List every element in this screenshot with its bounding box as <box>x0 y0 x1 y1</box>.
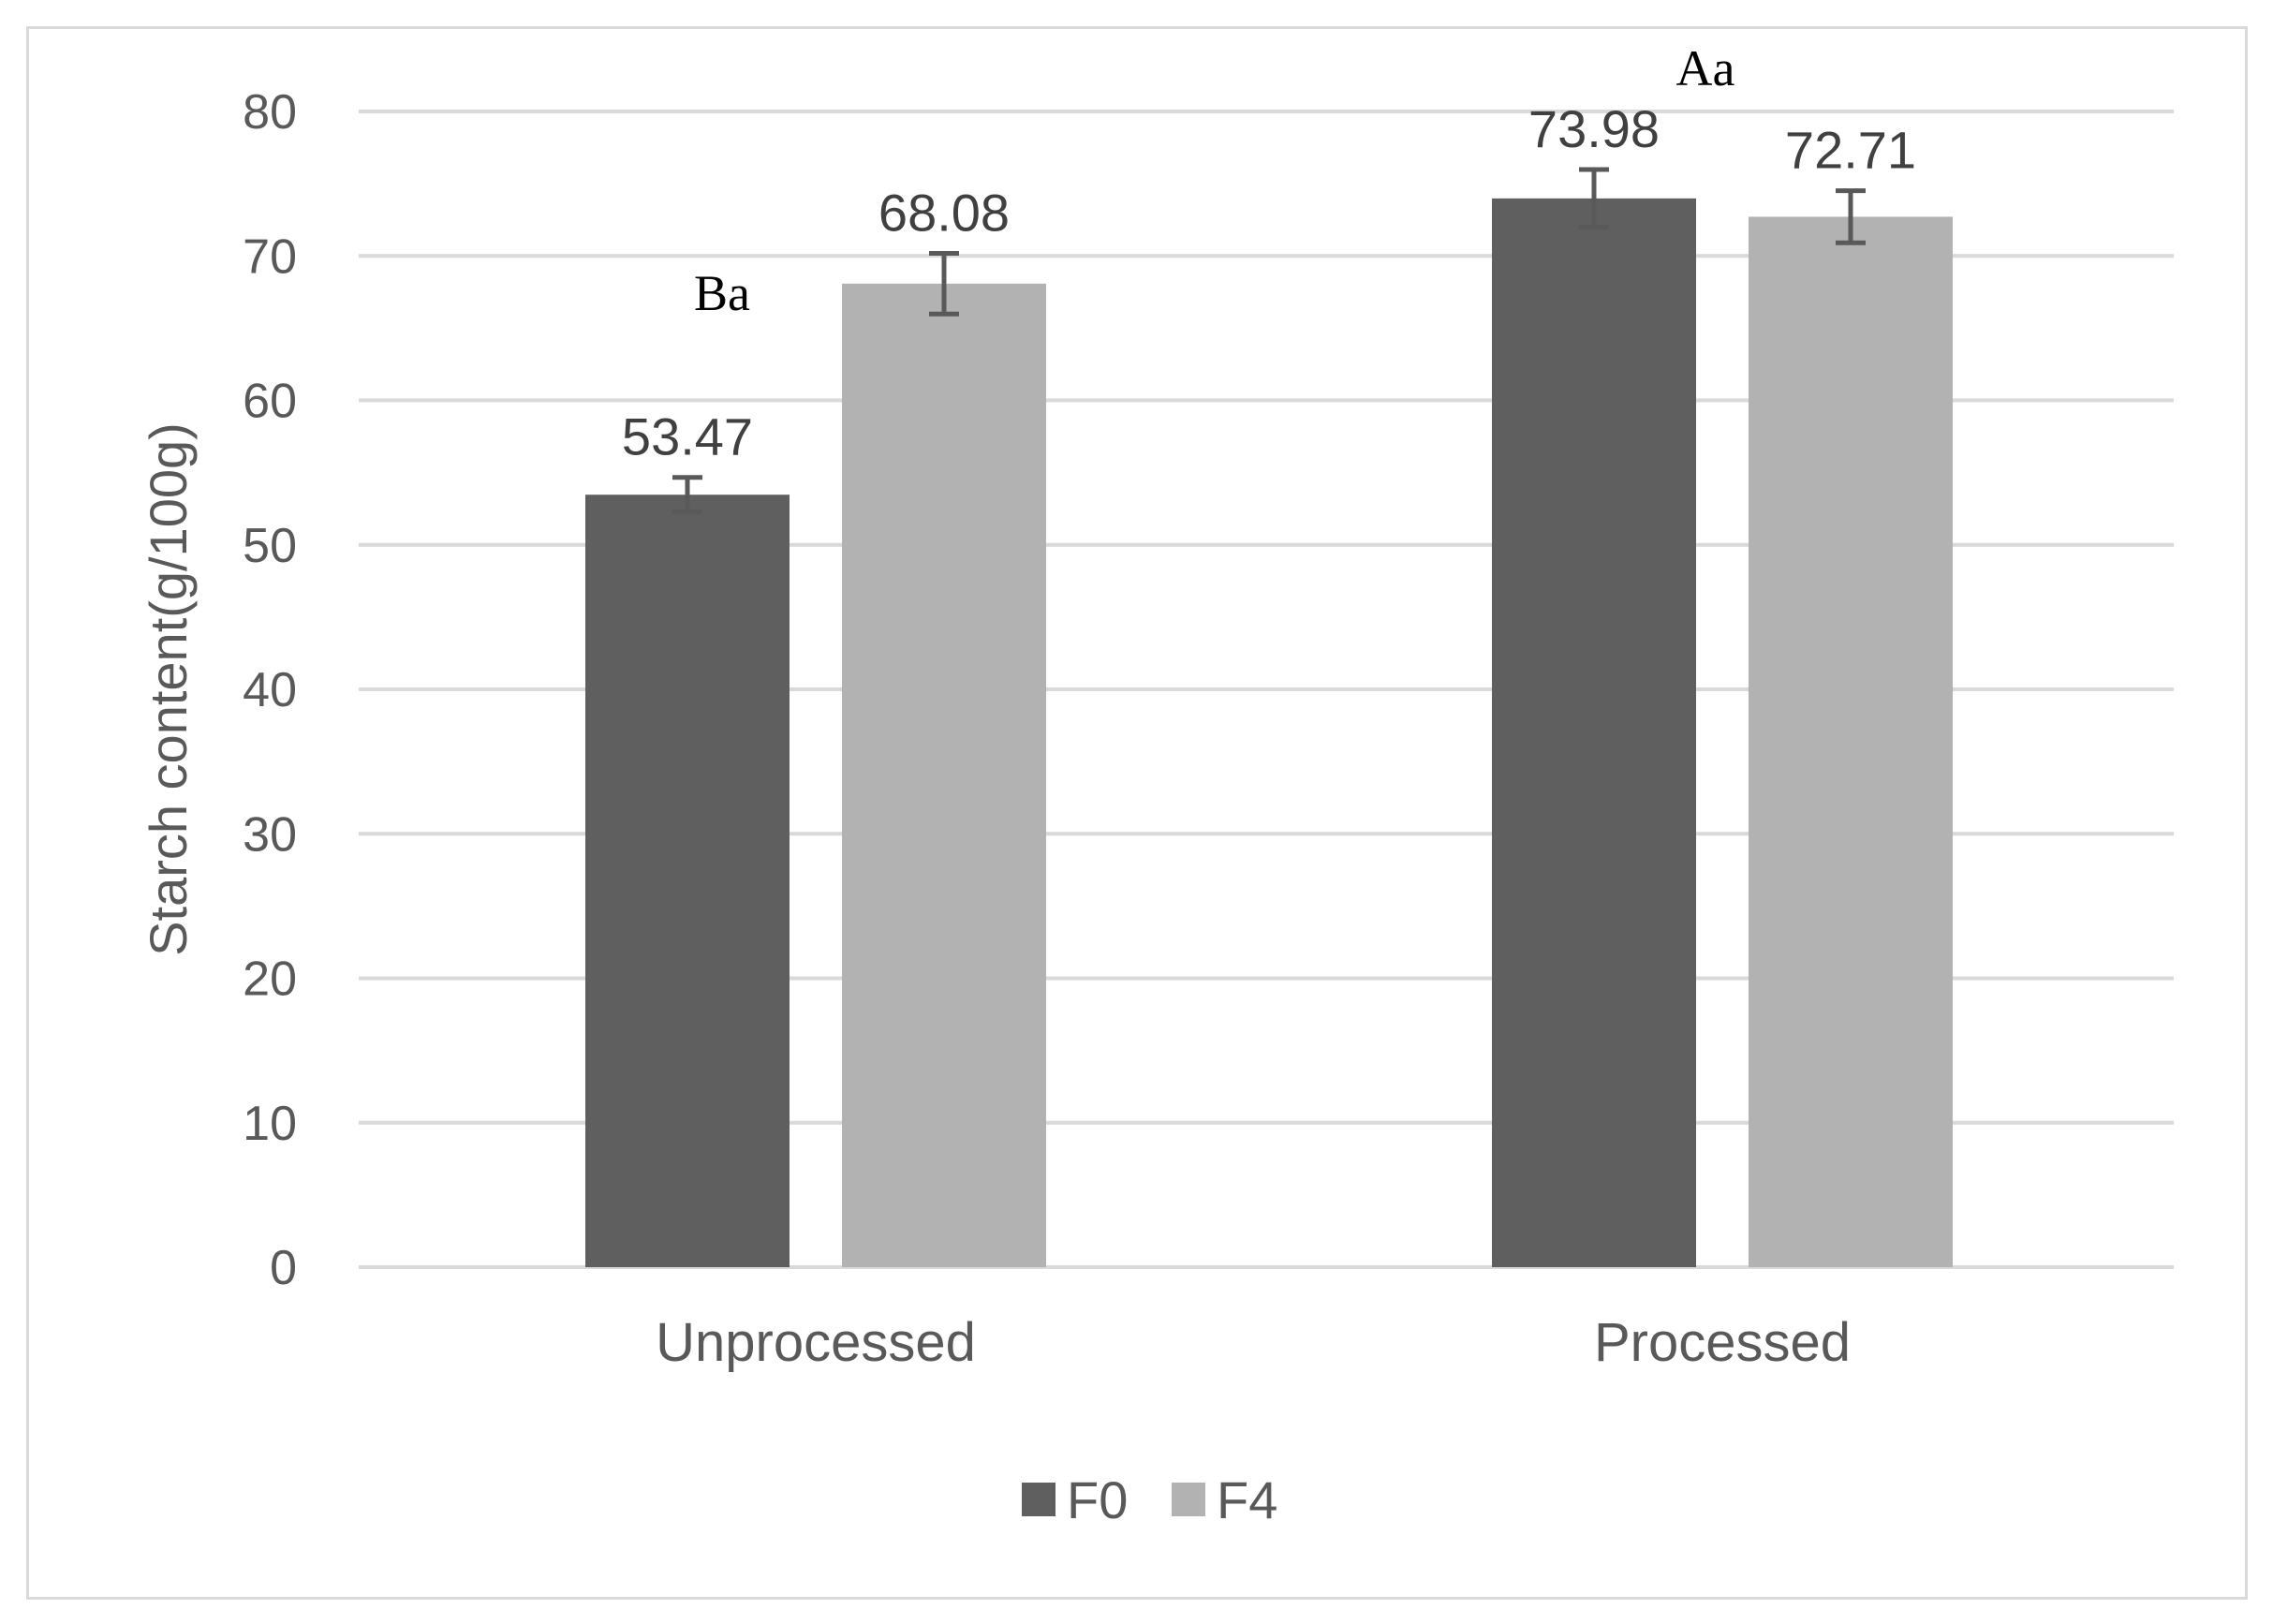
legend-swatch-f0 <box>1022 1483 1055 1516</box>
y-tick-label: 60 <box>243 375 297 429</box>
significance-letter: Ba <box>694 265 750 321</box>
legend-label: F0 <box>1067 1470 1128 1529</box>
y-axis-title: Starch content(g/100g) <box>139 422 198 956</box>
data-label: 72.71 <box>1785 121 1916 180</box>
y-tick-label: 50 <box>243 519 297 573</box>
x-axis-categories: Unprocessed Processed <box>656 1312 1851 1373</box>
y-tick-label: 40 <box>243 663 297 717</box>
significance-letter: Aa <box>1676 40 1735 96</box>
legend-label: F4 <box>1217 1470 1277 1529</box>
y-tick-label: 0 <box>270 1241 297 1295</box>
bar-f4 <box>842 283 1046 1268</box>
x-category-label: Unprocessed <box>656 1312 976 1373</box>
data-label: 53.47 <box>622 407 753 466</box>
y-axis-ticks: 0 10 20 30 40 50 60 70 80 <box>243 85 297 1295</box>
bars <box>585 198 1953 1268</box>
y-tick-label: 80 <box>243 85 297 140</box>
y-tick-label: 10 <box>243 1097 297 1151</box>
error-bars <box>672 167 1866 515</box>
y-tick-label: 20 <box>243 952 297 1007</box>
data-label: 68.08 <box>878 183 1010 242</box>
legend: F0 F4 <box>1022 1470 1277 1529</box>
x-category-label: Processed <box>1594 1312 1851 1373</box>
legend-swatch-f4 <box>1172 1483 1205 1516</box>
bar-f4 <box>1749 216 1953 1268</box>
significance-annotations: Ba Aa <box>694 40 1735 321</box>
chart-frame: 53.47 73.98 68.08 72.71 0 10 20 30 40 50 60 70 80 U… <box>26 26 2248 1600</box>
y-tick-label: 30 <box>243 807 297 862</box>
bar-f0 <box>1492 198 1696 1267</box>
bar-f0 <box>585 495 790 1267</box>
bar-chart: 53.47 73.98 68.08 72.71 0 10 20 30 40 50 60 70 80 U… <box>139 40 2174 1529</box>
y-tick-label: 70 <box>243 229 297 284</box>
data-labels: 53.47 73.98 68.08 72.71 <box>622 99 1916 466</box>
data-label: 73.98 <box>1528 99 1660 158</box>
